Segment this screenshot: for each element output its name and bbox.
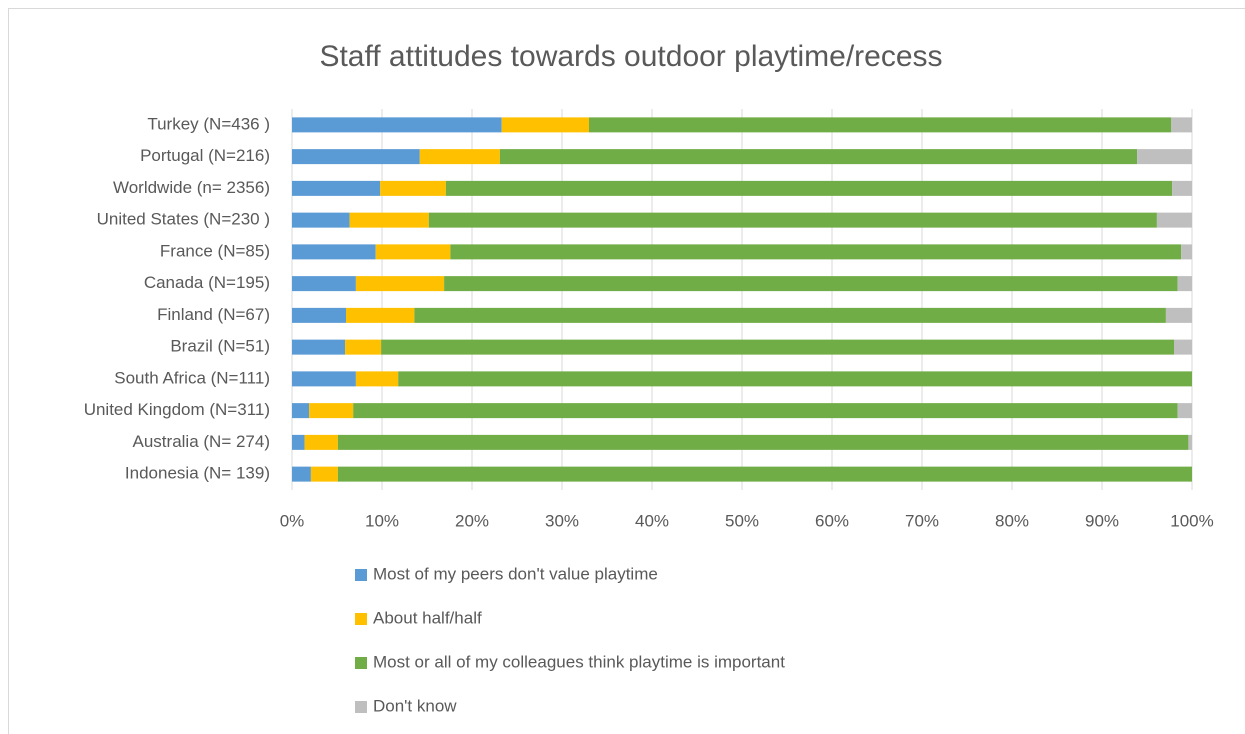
x-tick-label: 70% bbox=[905, 511, 939, 530]
bar-segment bbox=[345, 339, 382, 355]
x-tick-label: 60% bbox=[815, 511, 849, 530]
bar-segment bbox=[444, 276, 1178, 292]
legend-swatch bbox=[355, 613, 367, 625]
legend-swatch bbox=[355, 701, 367, 713]
legend-label: About half/half bbox=[373, 608, 482, 627]
y-tick-label: Canada (N=195) bbox=[144, 273, 270, 292]
bar-segment bbox=[1177, 403, 1192, 419]
bar-segment bbox=[292, 466, 311, 482]
bar-segment bbox=[292, 180, 381, 196]
legend-label: Most or all of my colleagues think playt… bbox=[373, 652, 785, 671]
legend-label: Most of my peers don't value playtime bbox=[373, 564, 658, 583]
bar-segment bbox=[292, 244, 376, 260]
x-tick-label: 80% bbox=[995, 511, 1029, 530]
legend-label: Don't know bbox=[373, 696, 457, 715]
x-tick-label: 20% bbox=[455, 511, 489, 530]
bar-segment bbox=[499, 149, 1138, 165]
bar-segment bbox=[450, 244, 1182, 260]
bar-segment bbox=[1177, 276, 1192, 292]
chart-title: Staff attitudes towards outdoor playtime… bbox=[319, 40, 942, 73]
bar-segment bbox=[337, 466, 1192, 482]
bar-segment bbox=[292, 371, 356, 387]
legend-swatch bbox=[355, 657, 367, 669]
bar-segment bbox=[1188, 434, 1192, 450]
bar-segment bbox=[589, 117, 1172, 133]
y-tick-label: Finland (N=67) bbox=[157, 305, 270, 324]
bar-segment bbox=[292, 434, 305, 450]
bar-segment bbox=[353, 403, 1178, 419]
bar-segment bbox=[414, 307, 1166, 323]
bar-segment bbox=[375, 244, 451, 260]
bar-segment bbox=[419, 149, 500, 165]
bar-segment bbox=[349, 212, 429, 228]
x-tick-label: 10% bbox=[365, 511, 399, 530]
bar-segment bbox=[501, 117, 589, 133]
bar-segment bbox=[428, 212, 1157, 228]
bar-segment bbox=[292, 339, 346, 355]
y-tick-label: France (N=85) bbox=[160, 241, 270, 260]
x-tick-label: 30% bbox=[545, 511, 579, 530]
bar-segment bbox=[1171, 117, 1192, 133]
bar-segment bbox=[1174, 339, 1192, 355]
legend-swatch bbox=[355, 569, 367, 581]
bar-segment bbox=[292, 307, 346, 323]
x-tick-label: 0% bbox=[280, 511, 305, 530]
bar-segment bbox=[292, 117, 502, 133]
x-tick-label: 90% bbox=[1085, 511, 1119, 530]
bar-segment bbox=[445, 180, 1173, 196]
y-tick-label: Australia (N= 274) bbox=[133, 432, 270, 451]
bar-segment bbox=[1165, 307, 1192, 323]
bar-segment bbox=[304, 434, 338, 450]
bar-segment bbox=[380, 180, 446, 196]
bar-segment bbox=[337, 434, 1189, 450]
x-tick-label: 50% bbox=[725, 511, 759, 530]
y-tick-label: Brazil (N=51) bbox=[170, 337, 270, 356]
y-tick-label: South Africa (N=111) bbox=[114, 368, 270, 387]
bar-segment bbox=[292, 149, 420, 165]
bar-segment bbox=[1137, 149, 1192, 165]
bar-segment bbox=[292, 276, 356, 292]
x-tick-label: 100% bbox=[1170, 511, 1213, 530]
y-tick-label: United States (N=230 ) bbox=[97, 210, 270, 229]
bar-segment bbox=[310, 466, 338, 482]
y-tick-label: United Kingdom (N=311) bbox=[84, 400, 270, 419]
y-tick-label: Portugal (N=216) bbox=[140, 146, 270, 165]
y-tick-label: Indonesia (N= 139) bbox=[125, 464, 270, 483]
bar-segment bbox=[381, 339, 1175, 355]
bar-segment bbox=[292, 212, 350, 228]
bar-segment bbox=[1181, 244, 1192, 260]
bar-segment bbox=[355, 371, 399, 387]
bar-segment bbox=[346, 307, 415, 323]
bar-segment bbox=[355, 276, 445, 292]
x-tick-label: 40% bbox=[635, 511, 669, 530]
bar-segment bbox=[292, 403, 310, 419]
y-tick-label: Turkey (N=436 ) bbox=[147, 114, 270, 133]
bar-segment bbox=[309, 403, 354, 419]
bar-segment bbox=[1156, 212, 1192, 228]
bar-segment bbox=[1172, 180, 1192, 196]
y-tick-label: Worldwide (n= 2356) bbox=[113, 178, 270, 197]
bar-segment bbox=[398, 371, 1192, 387]
